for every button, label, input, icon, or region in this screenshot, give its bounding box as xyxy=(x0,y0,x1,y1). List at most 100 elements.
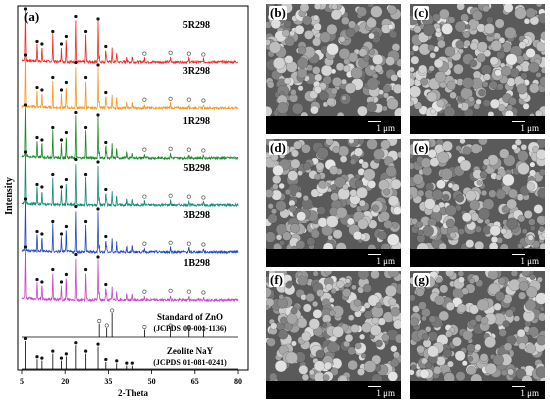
zeolite-peak-marker xyxy=(84,75,88,80)
scale-line xyxy=(512,386,525,387)
zno-peak-marker xyxy=(201,98,206,103)
panel-label-g: (g) xyxy=(413,272,431,287)
panel-label-c: (c) xyxy=(413,5,430,20)
zeolite-peak-marker xyxy=(84,125,88,130)
zno-peak-marker xyxy=(97,318,102,323)
zeolite-peak-marker xyxy=(64,80,68,85)
zeolite-peak-marker xyxy=(64,272,68,277)
zeolite-peak-marker xyxy=(104,140,108,145)
sem-panel-g: 1 μm (g) xyxy=(410,271,545,399)
sem-image-e xyxy=(410,139,545,249)
zno-peak-marker xyxy=(168,96,173,101)
zno-peak-marker xyxy=(186,97,191,102)
zeolite-peak-marker xyxy=(96,342,100,346)
zeolite-peak-marker xyxy=(59,232,64,236)
zno-peak-marker xyxy=(104,323,109,328)
zno-peak-marker xyxy=(168,193,173,198)
scale-line xyxy=(368,254,381,255)
zeolite-peak-marker xyxy=(64,224,68,229)
sem-image-d xyxy=(266,139,401,249)
zeolite-peak-marker xyxy=(35,182,39,187)
zeolite-peak-marker xyxy=(23,7,28,11)
zeolite-peak-marker xyxy=(96,255,100,259)
scale-line xyxy=(512,254,525,255)
sem-scale-bar-d: 1 μm xyxy=(266,249,401,267)
series-label: 1B298 xyxy=(183,258,210,269)
xrd-curve-3r298 xyxy=(21,55,239,111)
xrd-curves xyxy=(21,10,239,370)
zeolite-peak-marker xyxy=(59,280,64,284)
y-axis-label: Intensity xyxy=(4,177,15,215)
sem-image-g xyxy=(410,271,545,381)
scale-text: 1 μm xyxy=(376,123,395,133)
zno-peak-marker xyxy=(168,50,173,55)
series-label: 1R298 xyxy=(183,116,210,127)
zeolite-peak-marker xyxy=(23,150,28,154)
peak-markers xyxy=(23,7,206,365)
zeolite-peak-marker xyxy=(96,207,100,211)
series-label: 5B298 xyxy=(183,163,210,174)
sem-scale-bar-f: 1 μm xyxy=(266,381,401,399)
reference-name: Standard of ZnO xyxy=(157,312,223,322)
zeolite-peak-marker xyxy=(23,103,28,107)
zeolite-peak-marker xyxy=(130,361,134,365)
zno-peak-marker xyxy=(142,97,147,102)
zeolite-peak-marker xyxy=(51,125,55,130)
zno-peak-marker xyxy=(186,147,191,152)
zeolite-peak-marker xyxy=(74,341,78,345)
xrd-chart: 5R298 3R298 1R298 5B298 3B298 1B298 Standard o… xyxy=(4,5,249,398)
zeolite-peak-marker xyxy=(104,234,108,239)
zeolite-peak-marker xyxy=(40,232,44,236)
zeolite-peak-marker xyxy=(51,349,55,353)
zeolite-peak-marker xyxy=(74,60,78,65)
zeolite-peak-marker xyxy=(74,157,78,162)
zeolite-peak-marker xyxy=(74,110,78,115)
series-label: 3B298 xyxy=(183,210,210,221)
zeolite-peak-marker xyxy=(96,63,100,67)
zeolite-peak-marker xyxy=(51,219,55,224)
x-tick-label: 20 xyxy=(61,377,69,386)
zeolite-peak-marker xyxy=(74,252,78,257)
zno-peak-marker xyxy=(201,195,206,200)
sem-panel-b: 1 μm (b) xyxy=(266,4,401,134)
zeolite-peak-marker xyxy=(64,130,68,135)
reference-code: (JCPDS 00-001-1136) xyxy=(153,324,226,333)
sem-panel-f: 1 μm (f) xyxy=(266,271,401,399)
panel-a-label: (a) xyxy=(24,9,39,24)
zeolite-peak-marker xyxy=(35,229,39,234)
zeolite-peak-marker xyxy=(23,245,28,249)
zno-peak-marker xyxy=(201,52,206,57)
x-axis: 5 20 35 50 65 80 xyxy=(20,370,242,386)
zno-peak-marker xyxy=(142,147,147,152)
zeolite-peak-marker xyxy=(84,267,88,272)
zeolite-peak-marker xyxy=(96,113,100,117)
zeolite-peak-marker xyxy=(59,138,64,142)
zeolite-peak-marker xyxy=(40,185,44,189)
chart-frame xyxy=(17,5,249,371)
sem-scale-bar-e: 1 μm xyxy=(410,249,545,267)
x-tick-label: 50 xyxy=(148,377,156,386)
zeolite-peak-marker xyxy=(35,39,39,44)
zeolite-peak-marker xyxy=(96,17,100,21)
zeolite-peak-marker xyxy=(104,357,108,362)
zeolite-peak-marker xyxy=(40,42,44,46)
zeolite-peak-marker xyxy=(35,277,39,282)
x-tick-label: 5 xyxy=(20,377,24,386)
panel-label-d: (d) xyxy=(269,140,287,155)
zeolite-peak-marker xyxy=(23,197,28,201)
zeolite-peak-marker xyxy=(84,349,88,353)
x-axis-label: 2-Theta xyxy=(118,388,148,398)
sem-scale-bar-g: 1 μm xyxy=(410,381,545,399)
sem-panel-c: 1 μm (c) xyxy=(410,4,545,134)
zeolite-peak-marker xyxy=(84,29,88,34)
zno-peak-marker xyxy=(142,51,147,56)
zeolite-peak-marker xyxy=(51,29,55,34)
zeolite-peak-marker xyxy=(51,172,55,177)
zeolite-peak-marker xyxy=(35,355,39,359)
xrd-curve-5r298 xyxy=(21,10,239,65)
zno-peak-marker xyxy=(186,51,191,56)
zeolite-peak-marker xyxy=(74,204,78,209)
scale-text: 1 μm xyxy=(376,256,395,266)
zno-peak-marker xyxy=(186,241,191,246)
zeolite-peak-marker xyxy=(23,336,28,341)
